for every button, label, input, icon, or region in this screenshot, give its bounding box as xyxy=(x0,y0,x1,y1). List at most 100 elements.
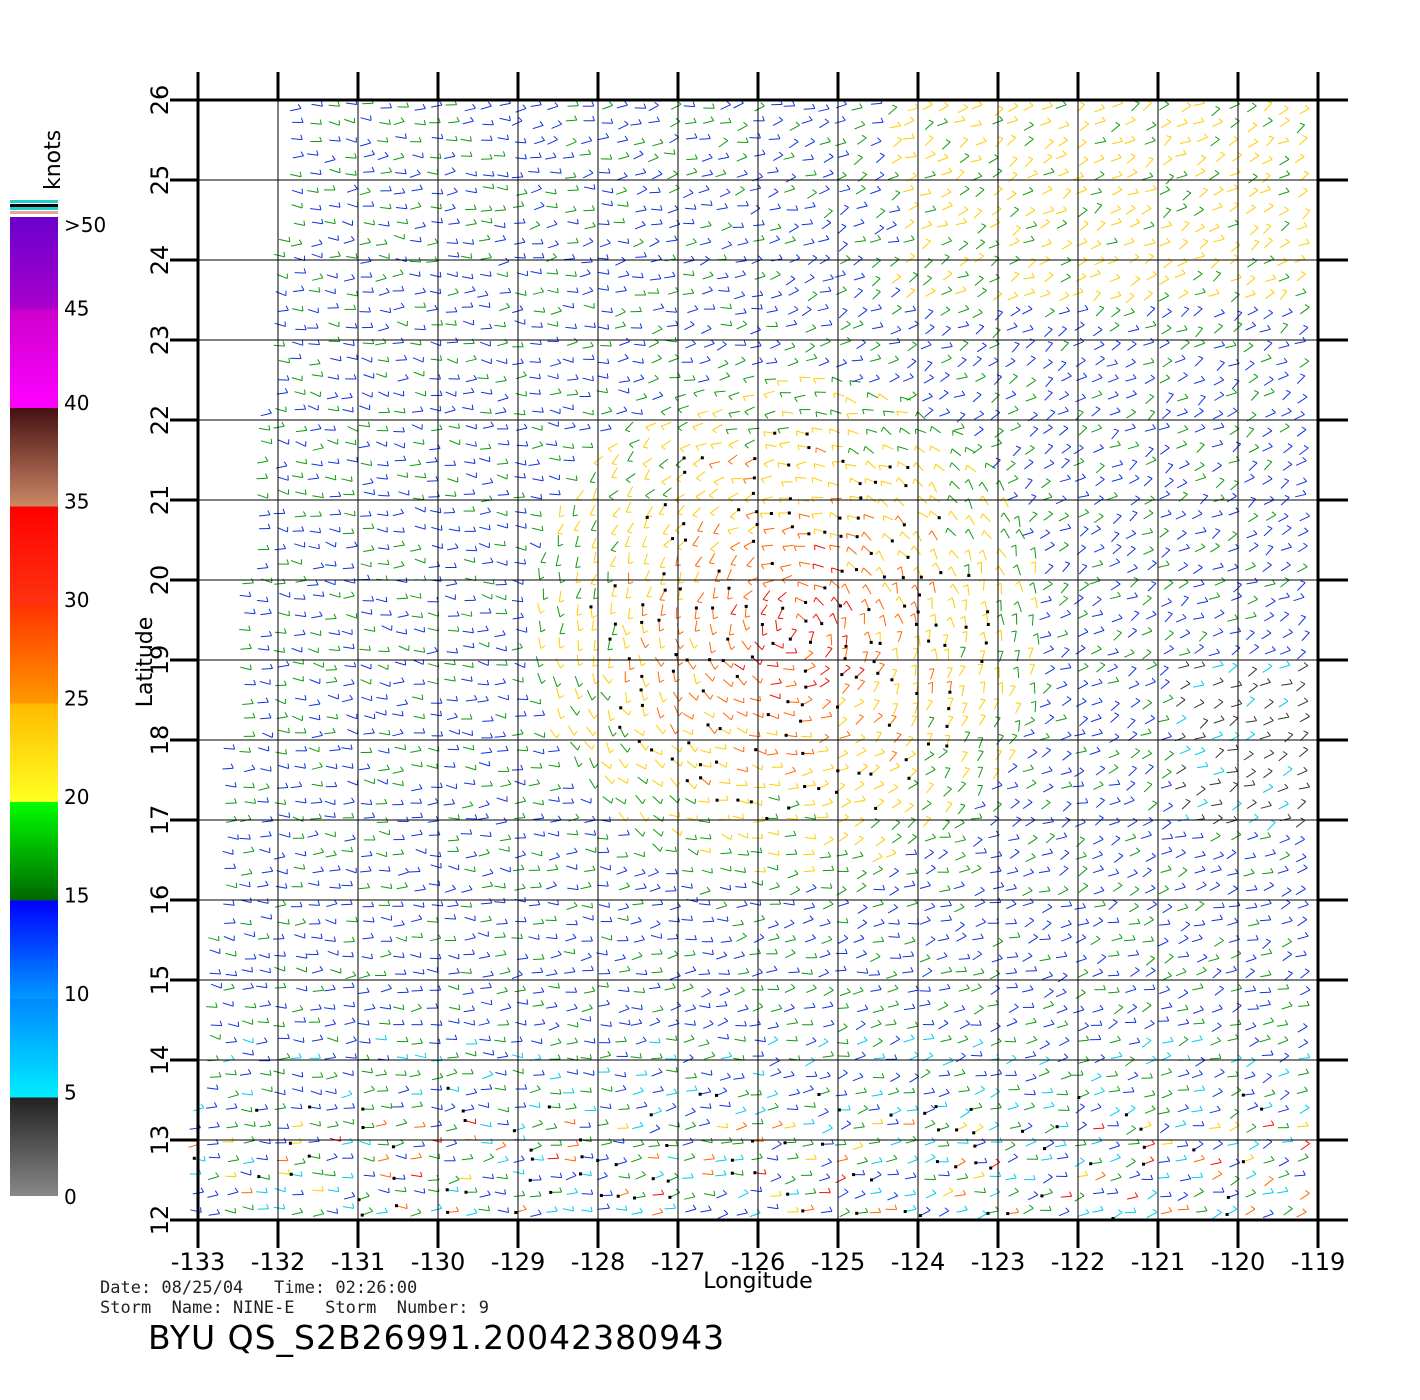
wind-vector-barb xyxy=(1015,702,1021,704)
wind-vector-barb xyxy=(658,254,662,260)
wind-vector xyxy=(341,478,353,482)
wind-vector xyxy=(930,668,935,680)
wind-vector xyxy=(376,528,388,533)
wind-vector-barb xyxy=(422,152,424,158)
wind-vector-barb xyxy=(454,491,457,497)
wind-vector-barb xyxy=(829,580,832,586)
wind-vector xyxy=(465,223,477,226)
wind-vector xyxy=(1018,529,1026,540)
wind-vector xyxy=(1145,459,1157,466)
wind-vector xyxy=(933,548,938,560)
wind-vector-barb xyxy=(813,680,817,685)
wind-vector-barb xyxy=(588,169,594,174)
wind-vector-barb xyxy=(879,662,885,665)
wind-vector-barb xyxy=(663,533,669,536)
wind-vector-barb xyxy=(742,320,748,325)
colorbar-stripe xyxy=(10,214,58,217)
wind-vector-barb xyxy=(573,529,580,532)
wind-vector xyxy=(1245,733,1255,741)
wind-vector-barb xyxy=(643,251,647,258)
wind-vector xyxy=(787,361,799,367)
wind-vector-barb xyxy=(303,511,307,517)
wind-vector-barb xyxy=(1099,462,1105,467)
wind-vector-barb xyxy=(267,645,270,651)
wind-vector-barb xyxy=(1062,100,1067,106)
wind-vector-barb xyxy=(541,252,545,258)
wind-vector-barb xyxy=(709,747,712,753)
wind-vector xyxy=(256,477,268,480)
wind-vector-barb xyxy=(1133,564,1138,569)
wind-vector xyxy=(1158,564,1170,568)
wind-vector-barb xyxy=(842,307,848,311)
wind-vector xyxy=(393,565,405,569)
wind-vector xyxy=(278,238,290,243)
wind-vector xyxy=(941,328,951,336)
wind-vector-barb xyxy=(1100,543,1105,549)
wind-vector xyxy=(294,272,306,274)
wind-vector-barb xyxy=(1219,391,1225,396)
wind-vector xyxy=(1181,222,1190,232)
wind-vector xyxy=(1248,685,1258,693)
wind-vector-barb xyxy=(321,218,324,224)
wind-vector xyxy=(341,396,353,400)
wind-vector xyxy=(444,207,456,212)
wind-vector xyxy=(661,440,671,447)
wind-vector xyxy=(837,752,848,759)
wind-vector-barb xyxy=(389,203,392,209)
wind-vector-barb xyxy=(877,712,883,717)
wind-vector xyxy=(1024,719,1035,726)
wind-vector xyxy=(941,256,950,265)
wind-vector-barb xyxy=(877,235,882,240)
wind-vector-barb xyxy=(1218,698,1224,703)
wind-vector-barb xyxy=(472,239,475,245)
wind-vector xyxy=(431,137,443,140)
wind-vector xyxy=(446,699,458,702)
wind-vector-barb xyxy=(1013,666,1019,670)
wind-vector-barb xyxy=(947,495,950,501)
wind-vector xyxy=(794,394,806,399)
wind-vector xyxy=(1250,392,1260,401)
wind-vector xyxy=(829,544,841,548)
wind-vector-barb xyxy=(1152,661,1158,666)
wind-vector xyxy=(496,474,508,480)
wind-vector-barb xyxy=(692,544,698,547)
wind-vector-barb xyxy=(1267,353,1272,359)
wind-vector-barb xyxy=(846,730,851,736)
wind-vector-barb xyxy=(541,136,545,141)
wind-vector xyxy=(873,681,880,693)
wind-vector xyxy=(1060,734,1072,741)
wind-vector-barb xyxy=(1200,394,1206,398)
wind-vector xyxy=(1012,447,1022,457)
wind-vector-barb xyxy=(1303,222,1308,227)
wind-vector xyxy=(1057,171,1069,177)
wind-vector xyxy=(1228,510,1240,516)
wind-vector-barb xyxy=(812,324,817,329)
wind-vector-barb xyxy=(1163,665,1169,669)
wind-vector-barb xyxy=(798,561,801,568)
wind-vector-barb xyxy=(981,613,987,617)
wind-vector xyxy=(396,321,408,327)
wind-vector-barb xyxy=(678,631,684,635)
wind-vector xyxy=(1123,652,1135,658)
wind-vector-barb xyxy=(1215,105,1221,110)
wind-vector-barb xyxy=(1078,594,1084,599)
wind-vector xyxy=(1008,376,1018,385)
wind-vector-barb xyxy=(1215,136,1220,140)
wind-vector xyxy=(411,424,423,430)
wind-vector xyxy=(1044,717,1055,725)
wind-vector-barb xyxy=(859,667,865,671)
wind-vector-barb xyxy=(523,253,526,259)
wind-vector xyxy=(412,357,424,363)
wind-vector-barb xyxy=(865,460,868,466)
rain-flag xyxy=(823,586,827,590)
wind-vector xyxy=(1110,208,1121,214)
wind-vector-barb xyxy=(590,442,594,448)
wind-vector-barb xyxy=(662,729,667,735)
wind-vector-barb xyxy=(405,593,409,599)
wind-vector xyxy=(347,729,358,735)
wind-vector xyxy=(823,210,833,219)
wind-vector-barb xyxy=(809,219,814,224)
wind-vector-barb xyxy=(1130,204,1136,209)
wind-vector xyxy=(1005,360,1016,368)
